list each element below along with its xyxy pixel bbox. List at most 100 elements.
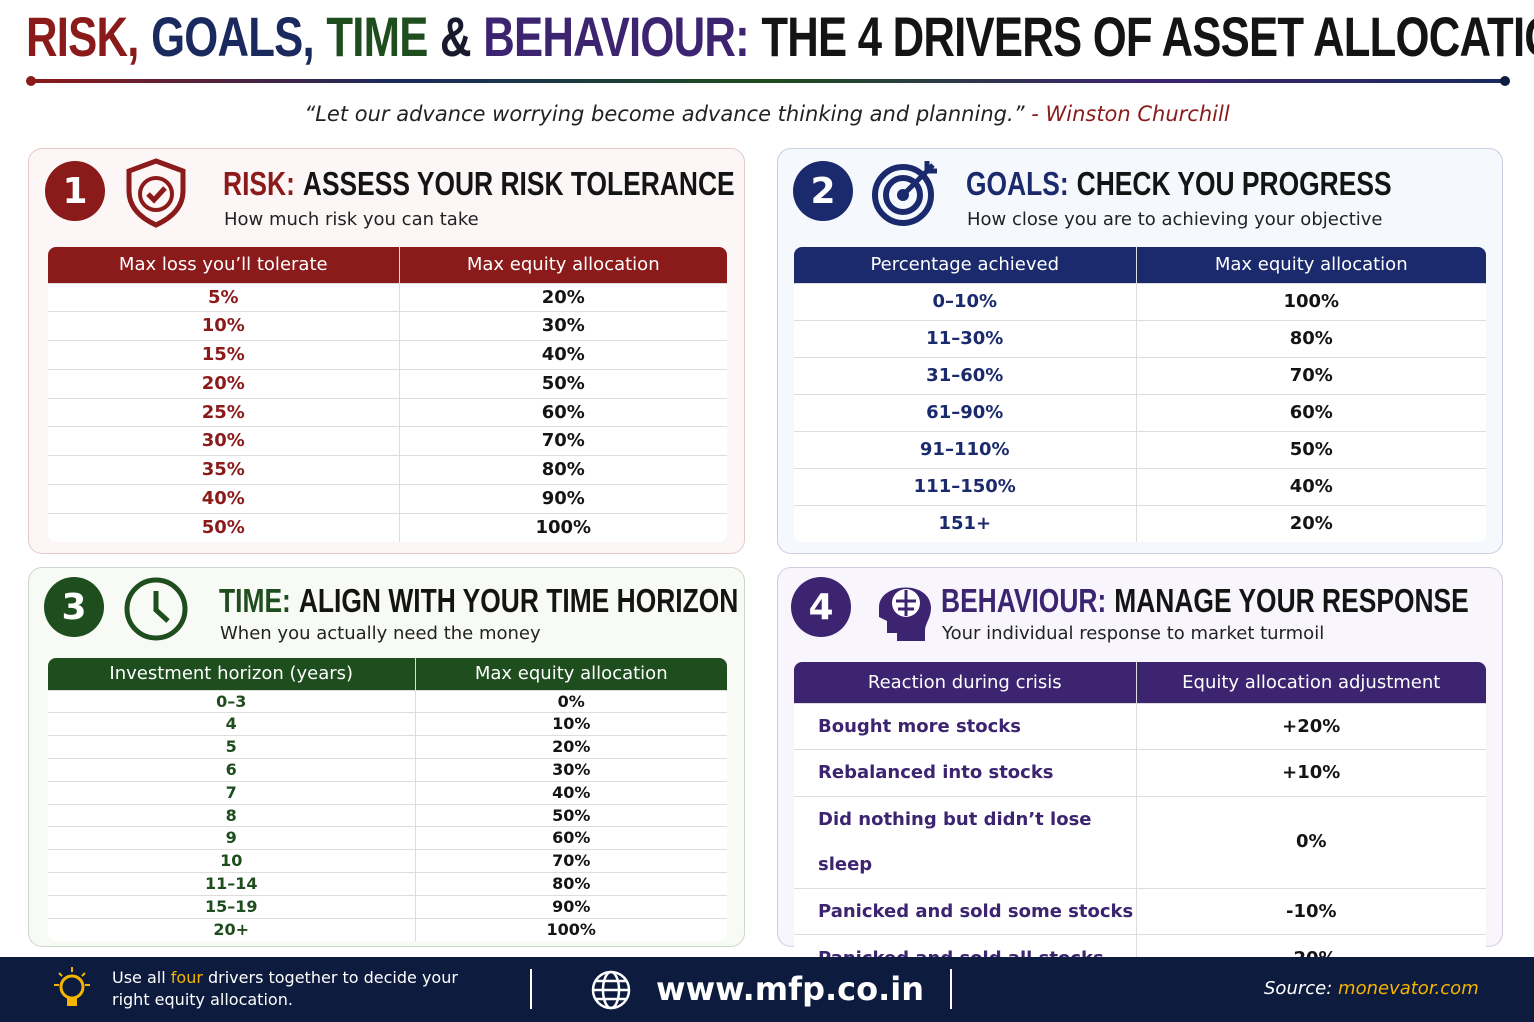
table-cell: 5% [48, 282, 399, 312]
table-row: 6 30% [48, 757, 727, 782]
title-part: TIME [326, 5, 428, 68]
table-cell: 50% [398, 368, 727, 399]
panel-icon [869, 573, 941, 649]
panel-number: 2 [793, 161, 853, 221]
table-cell: 30% [414, 757, 727, 782]
title-part: THE 4 DRIVERS OF ASSET ALLOCATION [761, 5, 1534, 68]
panel-heading-text: CHECK YOU PROGRESS [1076, 165, 1392, 202]
column-header: Percentage achieved [870, 254, 1060, 276]
table-row: 10% 30% [48, 311, 727, 341]
title-part: BEHAVIOUR: [483, 5, 749, 68]
table-row: Did nothing but didn’t lose sleep 0% [794, 795, 1486, 889]
table-cell: 20% [1135, 504, 1486, 542]
icon [126, 158, 186, 228]
table-row: 35% 80% [48, 455, 727, 485]
panel-heading-text: ASSESS YOUR RISK TOLERANCE [302, 165, 735, 202]
panel-number: 4 [791, 577, 851, 637]
column-header: Max equity allocation [1135, 247, 1486, 283]
title-rule [30, 79, 1506, 83]
table-cell: 31–60% [794, 356, 1136, 394]
table-cell: 15% [48, 340, 399, 370]
table: Percentage achieved Max equity allocation… [794, 247, 1486, 542]
table-cell: 90% [414, 894, 727, 919]
table-cell: 20% [398, 282, 727, 312]
table-row: 0–3 0% [48, 689, 727, 713]
table-cell: 60% [398, 397, 727, 427]
panel-number: 3 [44, 577, 104, 637]
table-cell: 5 [48, 735, 415, 759]
table-cell: 61–90% [794, 393, 1136, 431]
table-cell: 100% [414, 917, 727, 941]
panel-heading: GOALS: CHECK YOU PROGRESS [966, 165, 1392, 203]
table-row: 20% 50% [48, 368, 727, 399]
table-cell: 40% [1135, 467, 1486, 505]
quote-author: - Winston Churchill [1031, 102, 1230, 126]
table-cell: 10 [48, 849, 415, 873]
panel-label: TIME: [219, 582, 291, 619]
table-cell: 80% [1135, 319, 1486, 357]
panel-number: 1 [45, 161, 105, 221]
table-cell: 6 [48, 757, 415, 782]
column-header: Max equity allocation [414, 658, 727, 690]
divider [530, 969, 532, 1009]
table-header: Max loss you’ll tolerate Max equity alloc… [48, 247, 727, 283]
panel-heading-text: MANAGE YOUR RESPONSE [1114, 582, 1469, 619]
column-header: Reaction during crisis [867, 671, 1062, 693]
panel-label: RISK: [223, 165, 295, 202]
table-header: Percentage achieved Max equity allocation [794, 247, 1486, 283]
table-row: 61–90% 60% [794, 393, 1486, 431]
table-cell: 40% [398, 340, 727, 370]
table-row: 31–60% 70% [794, 356, 1486, 394]
table-row: Rebalanced into stocks +10% [794, 749, 1486, 797]
footer-note: Use all four drivers together to decide … [112, 967, 482, 1011]
footer: Use all four drivers together to decide … [0, 957, 1534, 1022]
table-cell: 70% [414, 849, 727, 873]
table-row: 7 40% [48, 780, 727, 805]
column-header: Max equity allocation [398, 247, 727, 283]
panel-subtitle: Your individual response to market turmo… [942, 623, 1325, 644]
quote-text: “Let our advance worrying become advance… [304, 102, 1025, 126]
table-cell: 70% [1135, 356, 1486, 394]
panel-icon [123, 157, 195, 233]
table-row: 11–14 80% [48, 872, 727, 896]
panel: 4 BEHAVIOUR: MANAGE YOUR RESPONSE Your indi… [777, 567, 1503, 982]
table-cell: 35% [48, 455, 399, 485]
column-header: Investment horizon (years) [109, 663, 354, 685]
table-cell: 70% [398, 426, 727, 456]
table-header: Investment horizon (years) Max equity all… [48, 658, 727, 690]
table-row: Panicked and sold some stocks -10% [794, 887, 1486, 935]
table-row: 50% 100% [48, 512, 727, 543]
table-cell: 60% [1135, 393, 1486, 431]
table-cell: 40% [48, 483, 399, 514]
divider [950, 969, 952, 1009]
table-cell: 91–110% [794, 430, 1136, 468]
table-cell: +20% [1135, 702, 1486, 750]
table-cell: 20% [48, 368, 399, 399]
icon [872, 161, 937, 226]
table-cell: 80% [398, 455, 727, 485]
table-row: 9 60% [48, 826, 727, 850]
bulb-icon [54, 967, 90, 1006]
table-cell: 50% [414, 803, 727, 827]
table: Investment horizon (years) Max equity all… [48, 658, 727, 941]
source-label: Source: [1264, 978, 1333, 999]
table-cell: 151+ [794, 504, 1136, 542]
table-cell: 0% [414, 689, 727, 713]
table-row: 30% 70% [48, 426, 727, 456]
footer-url[interactable]: www.mfp.co.in [656, 970, 924, 1008]
table-row: 10 70% [48, 849, 727, 873]
icon [879, 587, 931, 641]
title-part: RISK, [26, 5, 139, 68]
table-cell: 10% [414, 712, 727, 736]
title-part: GOALS, [151, 5, 315, 68]
table-cell: 40% [414, 780, 727, 805]
panel-icon [122, 573, 194, 649]
column-header: Max loss you’ll tolerate [118, 254, 328, 276]
table-cell: 50% [1135, 430, 1486, 468]
table-cell: 30% [48, 426, 399, 456]
footer-highlight: four [170, 968, 203, 987]
table-row: 151+ 20% [794, 504, 1486, 542]
table-cell: 20% [414, 735, 727, 759]
table-row: 0–10% 100% [794, 282, 1486, 320]
